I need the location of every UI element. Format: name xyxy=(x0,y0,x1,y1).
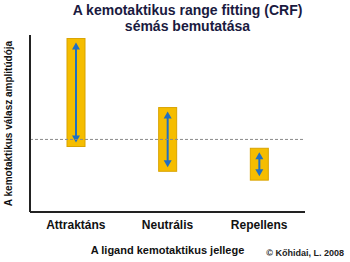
svg-text:A ligand kemotaktikus jellege: A ligand kemotaktikus jellege xyxy=(91,244,245,256)
svg-text:Neutrális: Neutrális xyxy=(142,218,194,232)
svg-text:Attraktáns: Attraktáns xyxy=(46,218,106,232)
html-text:A kemotaktikus range fitting (: A kemotaktikus range fitting (CRF) sémás… xyxy=(72,2,303,34)
html-text:© Kőhidai, L. 2008: © Kőhidai, L. 2008 xyxy=(266,248,344,258)
svg-text:Repellens: Repellens xyxy=(231,218,288,232)
svg-text:A kemotaktikus válasz amplitúd: A kemotaktikus válasz amplitúdója xyxy=(8,40,14,206)
